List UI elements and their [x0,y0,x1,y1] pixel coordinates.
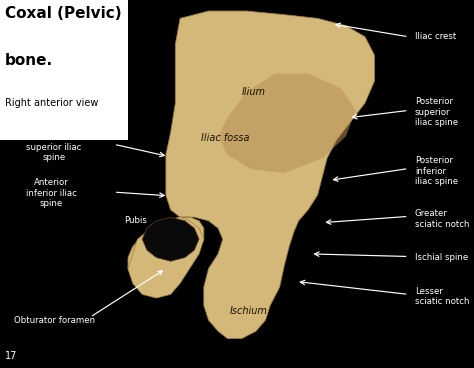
Text: Ilium: Ilium [242,87,265,97]
Polygon shape [218,74,356,173]
Text: Anterior
superior iliac
spine: Anterior superior iliac spine [26,132,82,162]
Text: Obturator foramen: Obturator foramen [14,316,95,325]
Text: Iliac fossa: Iliac fossa [201,133,249,143]
Text: Iliac crest: Iliac crest [415,32,456,41]
Text: Greater
sciatic notch: Greater sciatic notch [415,209,469,229]
Text: Pubis: Pubis [124,216,146,225]
FancyBboxPatch shape [0,0,128,140]
Text: Lesser
sciatic notch: Lesser sciatic notch [415,287,469,306]
Text: 17: 17 [5,351,17,361]
Text: Right anterior view: Right anterior view [5,98,98,107]
Text: Ischium: Ischium [230,306,268,316]
Text: bone.: bone. [5,53,53,68]
Text: Coxal (Pelvic): Coxal (Pelvic) [5,6,121,21]
Text: Ischial spine: Ischial spine [415,253,468,262]
Polygon shape [128,11,374,339]
Polygon shape [128,217,204,298]
Text: Anterior
inferior iliac
spine: Anterior inferior iliac spine [26,178,77,208]
Polygon shape [142,217,199,261]
Text: Posterior
superior
iliac spine: Posterior superior iliac spine [415,98,458,127]
Text: Posterior
inferior
iliac spine: Posterior inferior iliac spine [415,156,458,186]
